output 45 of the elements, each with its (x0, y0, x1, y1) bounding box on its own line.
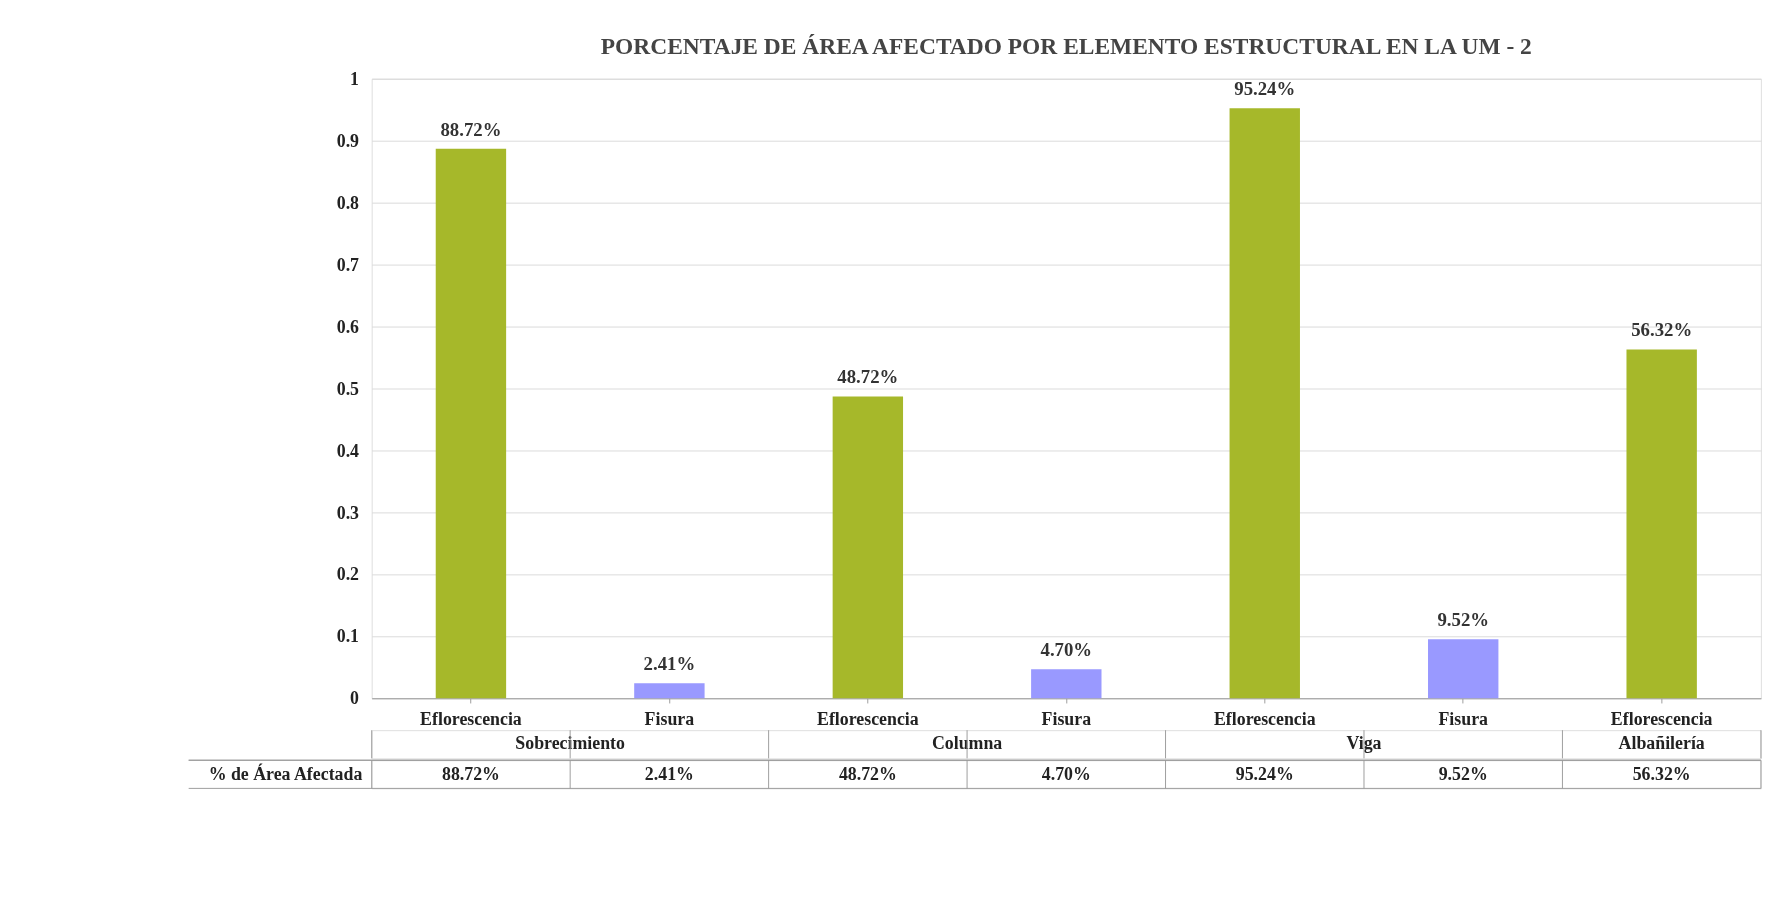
y-tick-label: 0.5 (336, 378, 360, 399)
text: 95.24% (1235, 763, 1294, 784)
text: 2.41% (644, 763, 694, 784)
text: % de Área Afectada (208, 762, 363, 784)
y-tick-label: 0.1 (336, 626, 360, 647)
y-tick-label: 0.9 (336, 130, 360, 151)
bar (1626, 349, 1697, 699)
x-tick-label: Eflorescencia (420, 709, 522, 730)
x-tick-label: Fisura (1438, 709, 1489, 730)
x-tick-label: Eflorescencia (1213, 709, 1316, 730)
text: 9.52% (1437, 609, 1490, 631)
text: 56.32% (1632, 763, 1691, 784)
x-tick-label: Fisura (1041, 709, 1092, 730)
bar (1428, 639, 1499, 699)
y-tick-label: 1 (350, 68, 360, 89)
chart-title: PORCENTAJE DE ÁREA AFECTADO POR ELEMENTO ESTRUCTURAL EN LA UM - 2 (600, 33, 1532, 60)
bar (1031, 669, 1102, 699)
text: Viga (1346, 732, 1382, 753)
text: 48.72% (838, 763, 897, 784)
text: 88.72% (441, 763, 500, 784)
y-tick-label: 0.8 (336, 192, 360, 213)
text: 88.72% (440, 118, 502, 140)
text: Columna (931, 732, 1003, 753)
text: Albañilería (1618, 732, 1705, 753)
y-tick-label: 0.6 (336, 316, 360, 337)
x-tick-label: Fisura (644, 709, 695, 730)
y-tick-label: 0.3 (336, 502, 360, 523)
y-tick-label: 0 (350, 688, 360, 709)
text: 2.41% (643, 653, 696, 675)
y-tick-label: 0.4 (336, 440, 360, 461)
text: 48.72% (837, 366, 899, 388)
text: 9.52% (1438, 763, 1488, 784)
text: 95.24% (1234, 78, 1296, 100)
text: 4.70% (1041, 763, 1091, 784)
text: 56.32% (1631, 319, 1693, 341)
y-tick-label: 0.7 (336, 254, 360, 275)
bar (1229, 108, 1300, 699)
x-tick-label: Eflorescencia (817, 709, 919, 730)
bar (634, 683, 705, 699)
text: Sobrecimiento (515, 732, 626, 753)
y-tick-label: 0.2 (336, 564, 360, 585)
bar (435, 148, 507, 699)
x-tick-label: Eflorescencia (1610, 709, 1713, 730)
bar (832, 396, 904, 699)
text: 4.70% (1040, 639, 1093, 661)
